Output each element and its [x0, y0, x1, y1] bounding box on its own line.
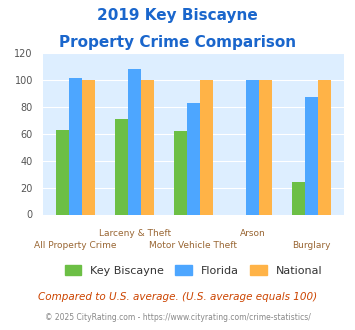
Text: Arson: Arson — [240, 229, 265, 238]
Bar — [318, 80, 331, 214]
Bar — [128, 69, 141, 215]
Bar — [141, 80, 154, 214]
Text: Larceny & Theft: Larceny & Theft — [99, 229, 171, 238]
Bar — [200, 80, 213, 214]
Text: All Property Crime: All Property Crime — [34, 241, 117, 250]
Bar — [305, 97, 318, 214]
Bar — [174, 131, 187, 214]
Text: Motor Vehicle Theft: Motor Vehicle Theft — [149, 241, 237, 250]
Text: 2019 Key Biscayne: 2019 Key Biscayne — [97, 8, 258, 23]
Bar — [259, 80, 272, 214]
Bar — [56, 130, 69, 214]
Bar — [69, 79, 82, 214]
Bar — [82, 80, 95, 214]
Bar — [246, 80, 259, 214]
Bar — [115, 119, 128, 214]
Bar — [292, 182, 305, 214]
Text: Property Crime Comparison: Property Crime Comparison — [59, 35, 296, 50]
Text: Compared to U.S. average. (U.S. average equals 100): Compared to U.S. average. (U.S. average … — [38, 292, 317, 302]
Text: © 2025 CityRating.com - https://www.cityrating.com/crime-statistics/: © 2025 CityRating.com - https://www.city… — [45, 314, 310, 322]
Bar — [187, 103, 200, 214]
Text: Burglary: Burglary — [292, 241, 331, 250]
Legend: Key Biscayne, Florida, National: Key Biscayne, Florida, National — [60, 260, 327, 280]
